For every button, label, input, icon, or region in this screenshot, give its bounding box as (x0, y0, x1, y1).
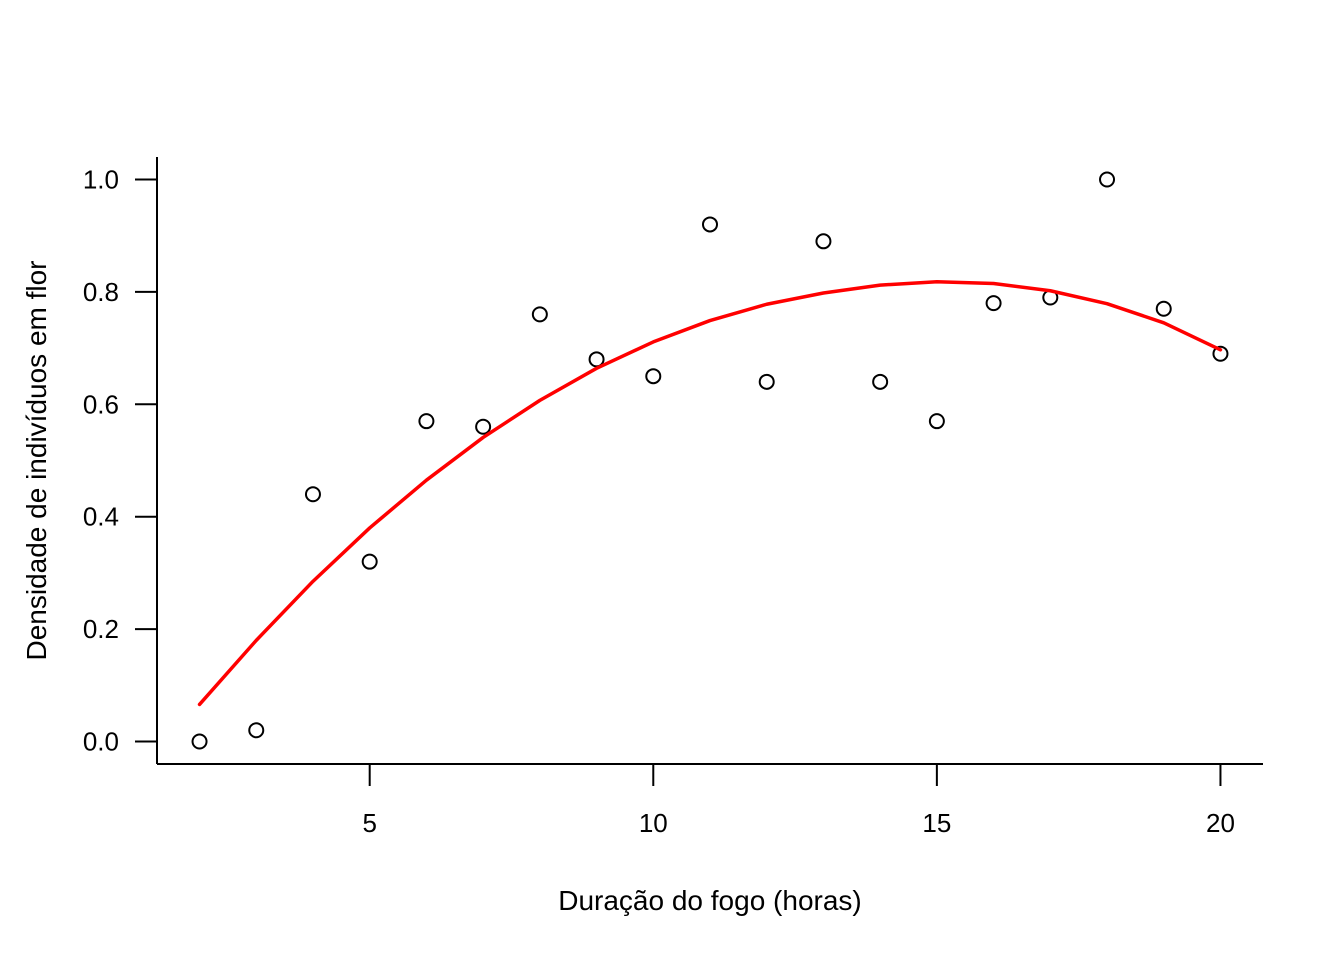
y-tick-label: 1.0 (83, 164, 119, 194)
data-point (758, 373, 775, 390)
x-axis-title: Duração do fogo (horas) (558, 885, 862, 916)
fit-curve (197, 280, 1223, 707)
y-tick-label: 0.2 (83, 614, 119, 644)
data-point (872, 373, 889, 390)
y-tick-label: 0.8 (83, 277, 119, 307)
data-point (1099, 171, 1116, 188)
data-point (248, 722, 265, 739)
x-tick-label: 5 (362, 808, 376, 838)
data-point (645, 368, 662, 385)
data-point (1155, 300, 1172, 317)
data-point (928, 413, 945, 430)
data-point (304, 486, 321, 503)
data-point (1212, 345, 1229, 362)
y-tick-label: 0.6 (83, 389, 119, 419)
y-tick-label: 0.4 (83, 502, 119, 532)
plot-area: 5 10 15 20 0.0 0.2 0.4 0.6 0.8 1.0 (83, 157, 1263, 838)
x-tick-label: 20 (1206, 808, 1235, 838)
data-point (361, 553, 378, 570)
data-point (475, 418, 492, 435)
data-point (815, 233, 832, 250)
data-point (985, 295, 1002, 312)
y-axis-title: Densidade de indivíduos em flor (21, 260, 52, 660)
data-point (588, 351, 605, 368)
data-point (702, 216, 718, 233)
x-tick-label: 10 (639, 808, 668, 838)
data-point (531, 306, 548, 323)
y-tick-label: 0.0 (83, 727, 119, 757)
data-point (418, 413, 435, 430)
data-point (191, 733, 208, 750)
x-tick-label: 15 (922, 808, 951, 838)
